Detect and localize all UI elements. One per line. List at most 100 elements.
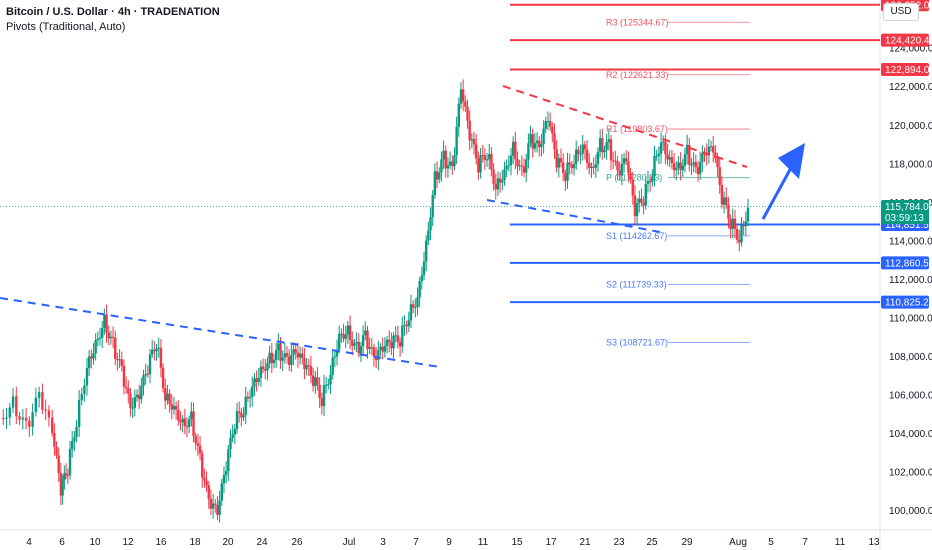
price-tick-label: 112,000.00	[889, 275, 932, 286]
candle-body	[168, 393, 171, 405]
candle-body	[229, 438, 232, 450]
candle-body	[227, 449, 230, 472]
candle-body	[564, 173, 567, 181]
currency-button[interactable]: USD	[883, 3, 919, 21]
candle-body	[109, 336, 113, 339]
candle-body	[746, 207, 750, 222]
candle-body	[31, 412, 34, 427]
candle-body	[346, 325, 350, 335]
candle-body	[638, 198, 641, 204]
candle-body	[653, 155, 656, 177]
candle-body	[218, 500, 221, 515]
candle-body	[620, 163, 624, 176]
candle-body	[100, 328, 104, 338]
candle-body	[155, 348, 158, 352]
candle-body	[518, 165, 521, 167]
candle-body	[153, 349, 156, 352]
candle-body	[690, 164, 693, 166]
candle-body	[105, 314, 108, 333]
candle-body	[422, 261, 426, 276]
price-tick-label: 108,000.00	[889, 352, 932, 363]
candle-body	[477, 158, 480, 173]
candle-body	[592, 166, 595, 168]
candle-body	[309, 365, 313, 376]
candle-body	[253, 378, 256, 387]
candle-body	[453, 155, 456, 167]
candle-body	[28, 420, 31, 427]
candle-body	[659, 142, 663, 154]
support-tag-label: 112,860.52	[885, 258, 932, 269]
candle-body	[707, 146, 711, 156]
candle-body	[283, 353, 287, 358]
candle-body	[429, 217, 432, 231]
candle-body	[361, 335, 365, 347]
candle-body	[220, 483, 223, 501]
candle-body	[735, 228, 739, 240]
candle-body	[24, 417, 28, 421]
candle-body	[551, 126, 554, 134]
candle-body	[21, 417, 25, 420]
candle-body	[433, 171, 437, 196]
candle-body	[166, 393, 169, 401]
candle-body	[92, 353, 95, 359]
candle-body	[335, 349, 339, 357]
candle-body	[240, 412, 243, 418]
candle-body	[255, 378, 258, 382]
candle-body	[122, 365, 126, 387]
candle-body	[264, 369, 267, 371]
candle-body	[331, 357, 334, 375]
candle-body	[598, 138, 602, 152]
candle-body	[466, 106, 469, 121]
candle-body	[577, 149, 580, 154]
candle-body	[507, 165, 511, 167]
candle-body	[320, 397, 324, 407]
candle-body	[661, 141, 665, 143]
pivot-label: P (117280.33)	[606, 173, 662, 183]
price-axis[interactable]: 100,000.00 102,000.00 104,000.00 106,000.00…	[889, 44, 932, 518]
candle-body	[68, 448, 72, 476]
time-tick-label: 11	[835, 537, 846, 548]
candle-body	[644, 183, 648, 206]
candle-body	[570, 164, 574, 169]
candle-body	[185, 426, 189, 428]
candle-body	[231, 434, 234, 439]
candle-body	[5, 417, 8, 419]
candle-body	[259, 366, 263, 378]
candle-body	[494, 183, 497, 190]
time-axis[interactable]: 4 6 10 12 16 18 20 24 26 Jul 3 7 9 11 15 17 21 23 25 29 Aug 5…	[26, 537, 880, 548]
candle-body	[148, 354, 152, 375]
candle-body	[144, 373, 147, 376]
candle-body	[370, 347, 374, 349]
candle-body	[731, 218, 734, 229]
time-tick-label: 15	[511, 537, 523, 548]
candle-body	[385, 339, 389, 347]
pivot-label: S3 (108721.67)	[606, 338, 668, 348]
candle-body	[303, 358, 306, 370]
candle-body	[177, 409, 180, 421]
trendline	[502, 85, 748, 168]
candle-body	[529, 134, 532, 144]
candle-body	[316, 377, 319, 386]
price-tick-label: 102,000.00	[889, 468, 932, 479]
candle-body	[572, 163, 576, 169]
candle-body	[538, 140, 541, 148]
candle-body	[605, 142, 608, 150]
candle-body	[120, 359, 123, 366]
candle-body	[201, 453, 204, 478]
candle-body	[546, 121, 550, 123]
candle-body	[481, 155, 484, 157]
candle-body	[498, 178, 502, 183]
candle-body	[270, 352, 274, 364]
time-tick-label: 7	[802, 537, 808, 548]
price-tick-label: 114,000.00	[889, 236, 932, 247]
candle-body	[424, 240, 428, 262]
candle-body	[455, 126, 458, 156]
candle-body	[511, 141, 515, 156]
candle-body	[503, 169, 506, 181]
time-tick-label: 26	[291, 537, 303, 548]
candle-body	[603, 149, 606, 153]
candle-body	[366, 330, 369, 350]
candle-body	[281, 357, 284, 361]
